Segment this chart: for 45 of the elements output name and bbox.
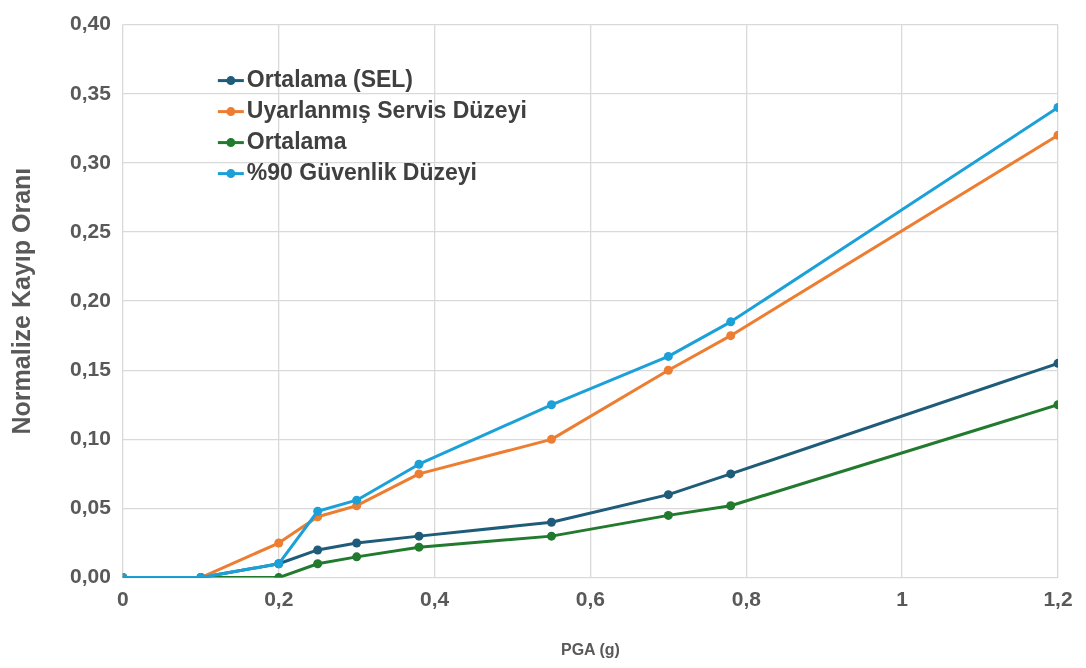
point xyxy=(313,559,323,569)
y-tick-label: 0,00 xyxy=(70,564,111,588)
x-axis-title: PGA (g) xyxy=(560,640,620,658)
x-tick-label: 0,8 xyxy=(731,587,762,610)
x-tick-label: 0,2 xyxy=(264,587,294,610)
point xyxy=(726,501,736,511)
y-tick-label: 0,40 xyxy=(70,11,111,35)
y-tick-label: 0,35 xyxy=(70,80,112,104)
legend-label: Ortalama xyxy=(246,127,347,154)
point xyxy=(546,400,556,410)
legend-label: Ortalama (SEL) xyxy=(246,65,414,92)
point xyxy=(414,459,424,469)
x-tick-label: 1,2 xyxy=(1043,587,1073,610)
x-tick-label: 0,4 xyxy=(419,587,450,610)
point xyxy=(663,351,673,361)
y-tick-label: 0,20 xyxy=(70,287,111,311)
point xyxy=(352,538,362,548)
x-tick-label: 0 xyxy=(117,587,129,610)
point xyxy=(414,542,424,552)
y-tick-label: 0,05 xyxy=(70,495,112,519)
point xyxy=(663,490,673,500)
point xyxy=(726,469,736,479)
point xyxy=(352,495,362,505)
y-tick-label: 0,15 xyxy=(70,357,112,381)
point xyxy=(414,469,424,479)
point xyxy=(546,517,556,527)
legend-label: %90 Güvenlik Düzeyi xyxy=(246,158,477,185)
x-tick-label: 1 xyxy=(896,587,909,610)
point xyxy=(274,538,284,548)
point xyxy=(663,510,673,520)
point xyxy=(313,506,323,516)
point xyxy=(546,434,556,444)
x-tick-label: 0,6 xyxy=(575,587,606,610)
y-axis-title: Normalize Kayıp Oranı xyxy=(6,167,35,435)
y-tick-label: 0,30 xyxy=(70,149,111,173)
legend-label: Uyarlanmış Servis Düzeyi xyxy=(246,96,527,123)
y-tick-label: 0,10 xyxy=(70,426,111,450)
y-tick-label: 0,25 xyxy=(70,218,112,242)
point xyxy=(352,552,362,562)
point xyxy=(546,531,556,541)
point xyxy=(663,365,673,375)
point xyxy=(313,545,323,555)
point xyxy=(414,531,424,541)
point xyxy=(726,317,736,327)
point xyxy=(726,331,736,341)
